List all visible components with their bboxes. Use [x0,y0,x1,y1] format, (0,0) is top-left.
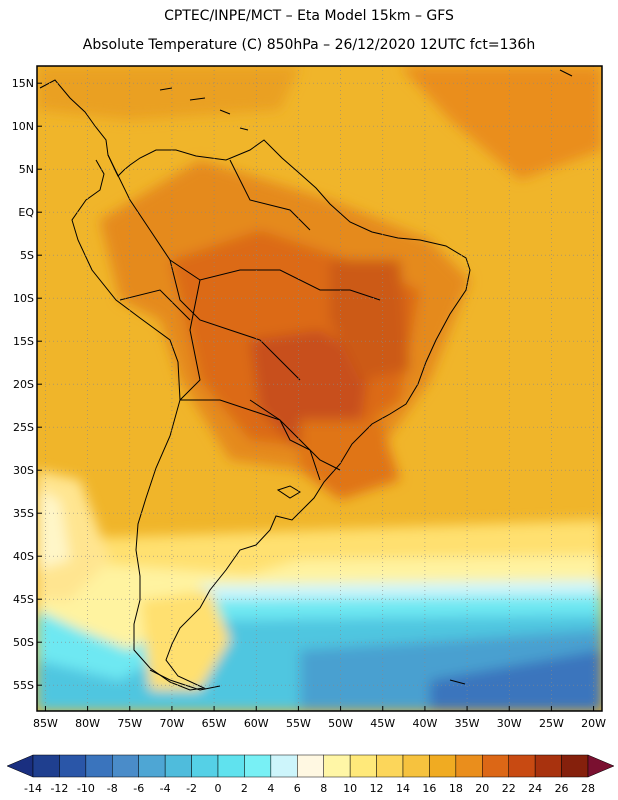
lat-label: 45S [13,593,34,606]
lat-label: 10S [13,292,34,305]
lon-label: 70W [159,717,184,730]
temperature-field [37,66,602,711]
colorbar-label: -12 [50,782,68,795]
colorbar-label: -2 [186,782,197,795]
lon-label: 85W [33,717,58,730]
lat-label: 15N [12,77,34,90]
lat-label: 55S [13,679,34,692]
colorbar-label: 24 [528,782,542,795]
colorbar-label: 4 [267,782,274,795]
colorbar-under-arrow [6,754,34,778]
title-line-1: CPTEC/INPE/MCT – Eta Model 15km – GFS [164,8,454,24]
colorbar-label: 26 [555,782,569,795]
colorbar-swatch [429,754,457,778]
lon-label: 60W [244,717,269,730]
colorbar-label: 0 [215,782,222,795]
lon-label: 40W [412,717,437,730]
colorbar-swatch [244,754,272,778]
lat-label: EQ [18,206,34,219]
lon-label: 55W [286,717,311,730]
colorbar-swatch [455,754,483,778]
colorbar-swatch [191,754,219,778]
colorbar-label: -10 [77,782,95,795]
lat-label: 35S [13,507,34,520]
colorbar-swatch [534,754,562,778]
colorbar-label: 12 [370,782,384,795]
colorbar-swatch [349,754,377,778]
colorbar-label: 18 [449,782,463,795]
colorbar-swatch [32,754,60,778]
colorbar-label: 22 [502,782,516,795]
colorbar-label: 16 [422,782,436,795]
colorbar-swatch [508,754,536,778]
lon-label: 20W [581,717,606,730]
colorbar-label: 20 [475,782,489,795]
colorbar-label: -8 [107,782,118,795]
lon-label: 45W [370,717,395,730]
colorbar-label: -6 [133,782,144,795]
colorbar-swatch [59,754,87,778]
lon-label: 75W [117,717,142,730]
colorbar-swatch [217,754,245,778]
lon-label: 30W [497,717,522,730]
lon-label: 65W [202,717,227,730]
colorbar-label: -14 [24,782,42,795]
lat-label: 50S [13,636,34,649]
longitude-labels: 85W 80W 75W 70W 65W 60W 55W 50W 45W 40W 35W 30W 25W 2… [33,706,606,730]
colorbar-label: 14 [396,782,410,795]
lat-label: 5S [20,249,34,262]
lat-label: 40S [13,550,34,563]
colorbar-over-arrow [587,754,615,778]
colorbar-swatch [482,754,509,778]
map-frame [36,65,603,712]
lat-label: 5N [19,163,34,176]
colorbar-swatch [297,754,324,778]
colorbar-swatch [323,754,351,778]
colorbar-swatch [138,754,166,778]
colorbar-label: 10 [343,782,357,795]
colorbar-label: 28 [581,782,595,795]
lon-label: 35W [455,717,480,730]
lat-label: 25S [13,421,34,434]
title-line-2: Absolute Temperature (C) 850hPa – 26/12/… [82,37,536,53]
colorbar-swatch [270,754,298,778]
lat-label: 30S [13,464,34,477]
latitude-labels: 15N 10N 5N EQ 5S 10S 15S 20S 25S 30S 35S 40S 45S 50S 5… [12,77,42,692]
colorbar-label: 2 [241,782,248,795]
lat-label: 10N [12,120,34,133]
colorbar: -14 -12 -10 -8 -6 -4 -2 0 2 4 6 8 10 12 14 16 18 20 22 24 26… [6,754,615,795]
colorbar-swatch [561,754,589,778]
lat-label: 15S [13,335,34,348]
colorbar-label: -4 [160,782,171,795]
colorbar-swatch [85,754,113,778]
colorbar-swatch [164,754,192,778]
colorbar-label: 6 [294,782,301,795]
lat-label: 20S [13,378,34,391]
colorbar-swatch [376,754,404,778]
colorbar-label: 8 [320,782,327,795]
colorbar-swatch [112,754,139,778]
lon-label: 50W [328,717,353,730]
lon-label: 80W [75,717,100,730]
lon-label: 25W [539,717,564,730]
colorbar-swatch [402,754,430,778]
